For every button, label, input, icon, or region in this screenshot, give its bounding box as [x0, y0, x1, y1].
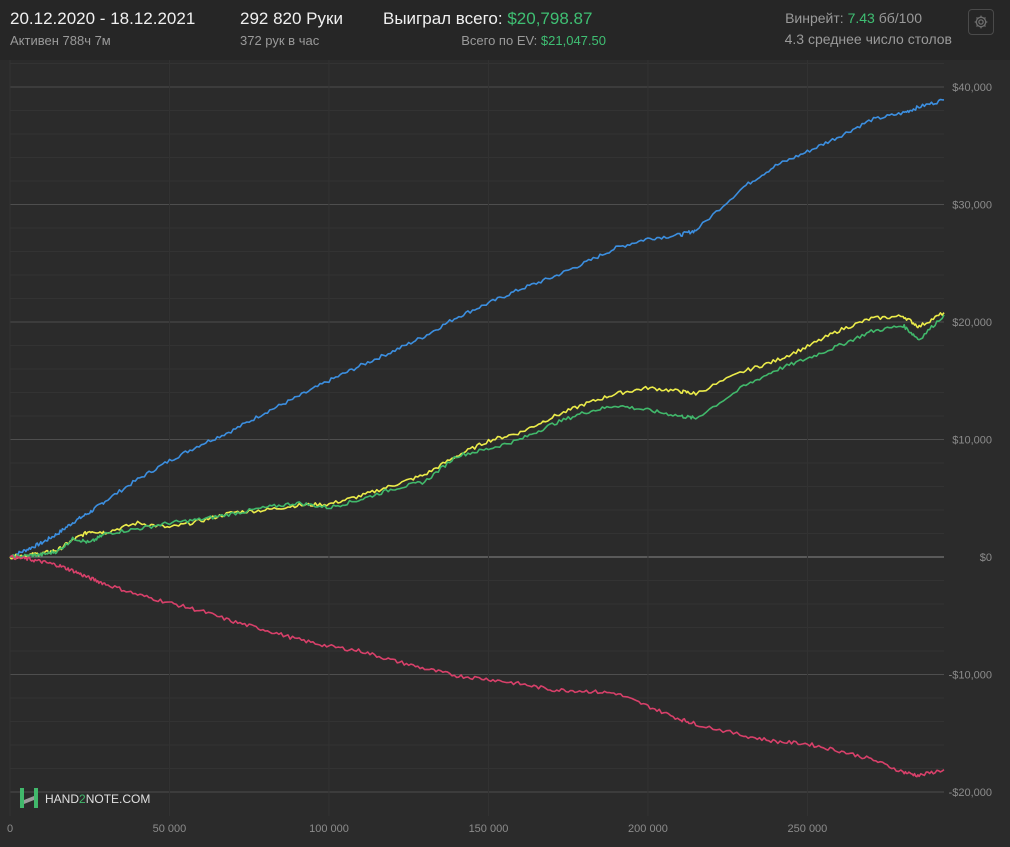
- x-tick-label: 250 000: [788, 823, 828, 835]
- x-tick-label: 100 000: [309, 823, 349, 835]
- series-line-0: [9, 98, 945, 558]
- active-time: Активен 788ч 7м: [10, 33, 111, 48]
- x-tick-label: 150 000: [469, 823, 509, 835]
- settings-button[interactable]: [968, 9, 994, 35]
- grid: [9, 60, 944, 816]
- series-lines: [9, 98, 945, 778]
- logo-text: HAND2NOTE.COM: [45, 792, 150, 806]
- series-line-2: [10, 314, 945, 560]
- y-tick-label: -$20,000: [949, 787, 992, 799]
- total-ev: Всего по EV: $21,047.50: [461, 33, 606, 48]
- winrate-unit: бб/100: [878, 10, 922, 26]
- total-won-value: $20,798.87: [507, 9, 593, 28]
- series-line-3: [9, 554, 945, 778]
- axis-labels: $40,000 $30,000 $20,000 $10,000 $0 -$10,000 -$…: [7, 82, 992, 835]
- winrate: Винрейт: 7.43 бб/100: [785, 10, 922, 26]
- avg-tables: 4.3 среднее число столов: [784, 31, 952, 47]
- gear-icon: [974, 15, 988, 29]
- chart-area: $40,000 $30,000 $20,000 $10,000 $0 -$10,000 -$…: [0, 60, 1010, 847]
- y-tick-label: $30,000: [952, 200, 992, 212]
- profit-chart: $40,000 $30,000 $20,000 $10,000 $0 -$10,000 -$…: [7, 60, 992, 835]
- hands-count: 292 820 Руки: [240, 9, 343, 28]
- y-tick-label: $10,000: [952, 435, 992, 447]
- x-tick-label: 50 000: [153, 823, 187, 835]
- total-ev-value: $21,047.50: [540, 33, 606, 48]
- x-tick-label: 0: [7, 823, 13, 835]
- logo-mark-icon: [20, 788, 38, 808]
- y-tick-label: -$10,000: [949, 670, 992, 682]
- date-range: 20.12.2020 - 18.12.2021: [10, 9, 196, 28]
- hands-per-hour: 372 рук в час: [240, 33, 320, 48]
- series-line-1: [9, 312, 945, 560]
- hand2note-logo: HAND2NOTE.COM: [20, 788, 150, 808]
- y-tick-label: $40,000: [952, 82, 992, 94]
- total-won: Выиграл всего: $20,798.87: [383, 9, 592, 29]
- y-tick-label: $0: [980, 552, 992, 564]
- winrate-value: 7.43: [847, 10, 875, 26]
- total-ev-label: Всего по EV:: [461, 33, 538, 48]
- x-tick-label: 200 000: [628, 823, 668, 835]
- winrate-label: Винрейт:: [785, 10, 844, 26]
- y-tick-label: $20,000: [952, 317, 992, 329]
- total-won-label: Выиграл всего:: [383, 9, 503, 28]
